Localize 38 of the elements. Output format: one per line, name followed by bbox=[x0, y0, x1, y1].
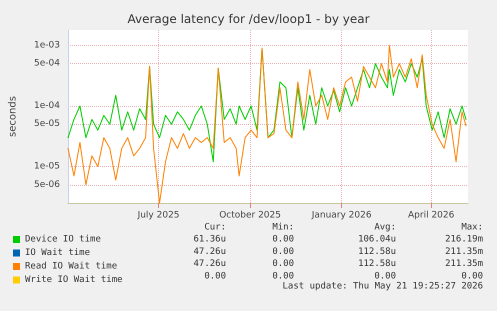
text: 0.00 bbox=[272, 234, 294, 245]
text: 61.36u bbox=[193, 234, 226, 245]
text: 112.58u bbox=[358, 259, 396, 270]
y-tick-label: 1e-04 bbox=[34, 101, 60, 111]
y-tick-label: 5e-05 bbox=[34, 119, 60, 130]
chart-title: Average latency for /dev/loop1 - by year bbox=[127, 12, 370, 26]
y-tick-label: 1e-03 bbox=[34, 40, 60, 50]
legend-label: Write IO Wait time bbox=[25, 275, 123, 285]
text: 211.35m bbox=[445, 246, 483, 257]
text: 106.04u bbox=[358, 234, 396, 245]
x-tick-label: January 2026 bbox=[310, 210, 372, 220]
text: 112.58u bbox=[358, 246, 396, 257]
legend-label: Read IO Wait time bbox=[25, 262, 118, 272]
legend-label: IO Wait time bbox=[25, 248, 90, 258]
text: Avg: bbox=[374, 222, 396, 232]
text: Min: bbox=[272, 222, 294, 232]
x-tick-label: October 2025 bbox=[219, 210, 281, 220]
text: 0.00 bbox=[461, 271, 483, 282]
text: 0.00 bbox=[272, 271, 294, 282]
text: 216.19m bbox=[445, 234, 483, 245]
legend-label: Device IO time bbox=[25, 234, 101, 244]
text: 211.35m bbox=[445, 259, 483, 270]
text: Last update: Thu May 21 19:25:27 2026 bbox=[282, 282, 483, 292]
text: 0.00 bbox=[272, 259, 294, 270]
text: 47.26u bbox=[193, 246, 226, 257]
line-series bbox=[68, 44, 467, 204]
y-axis-title: seconds bbox=[8, 96, 18, 137]
text: 47.26u bbox=[193, 259, 226, 270]
text: 0.00 bbox=[272, 246, 294, 257]
y-tick-label: 5e-06 bbox=[34, 180, 60, 190]
text: Cur: bbox=[204, 222, 226, 232]
x-tick-label: July 2025 bbox=[136, 210, 180, 220]
y-tick-label: 5e-04 bbox=[34, 58, 60, 69]
text: Max: bbox=[461, 222, 483, 232]
text: 0.00 bbox=[204, 271, 226, 282]
y-tick-label: 1e-05 bbox=[34, 162, 60, 172]
x-tick-label: April 2026 bbox=[408, 210, 455, 220]
text: 0.00 bbox=[374, 271, 396, 282]
